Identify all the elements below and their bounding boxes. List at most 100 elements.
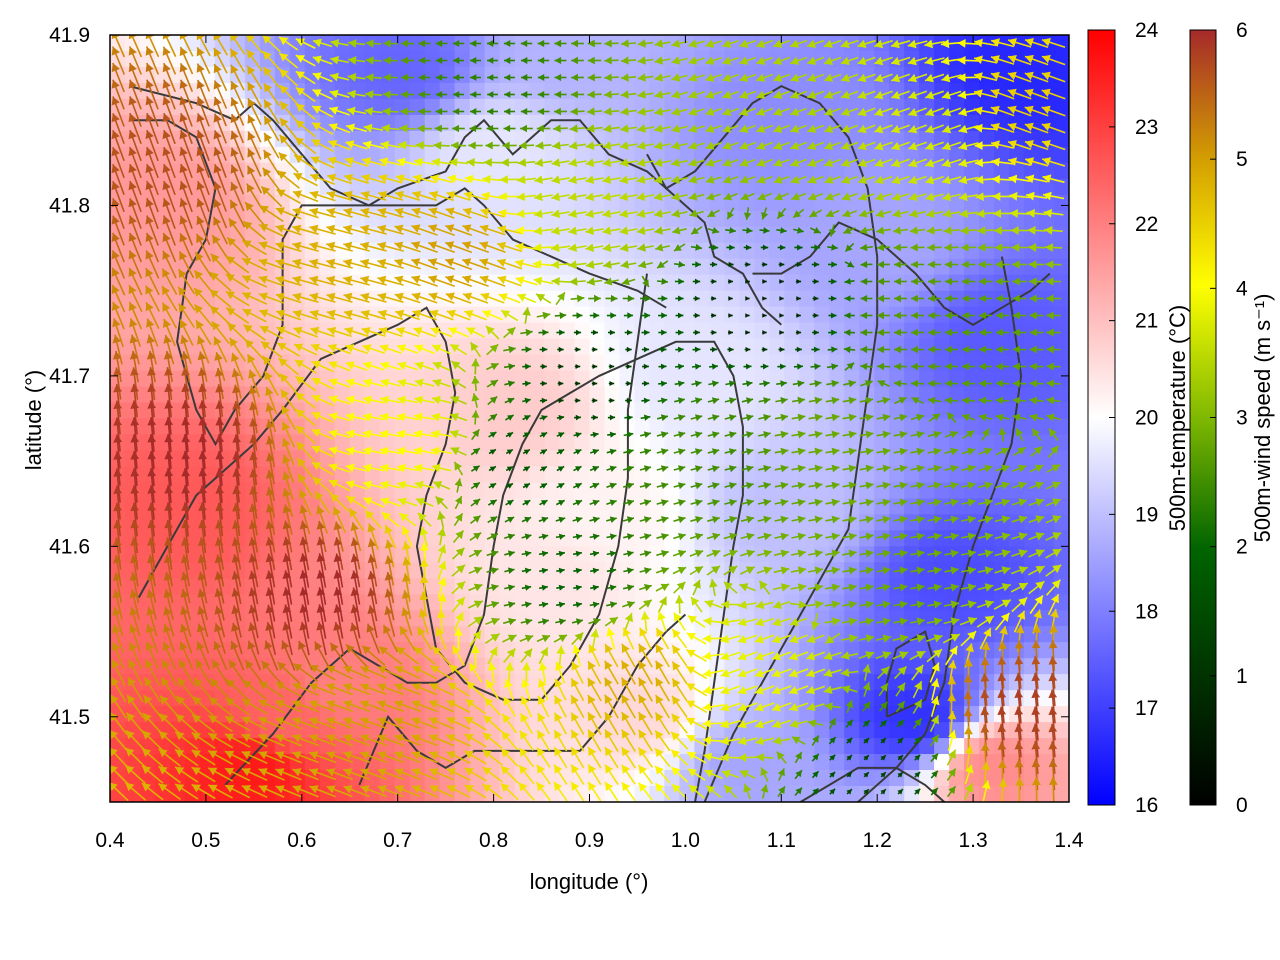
heatmap-cell	[1054, 370, 1069, 388]
heatmap-cell	[574, 610, 591, 627]
heatmap-cell	[874, 370, 890, 388]
heatmap-cell	[844, 418, 860, 436]
heatmap-cell	[1024, 242, 1040, 260]
heatmap-cell	[529, 706, 546, 723]
heatmap-cell	[649, 322, 666, 340]
heatmap-cell	[574, 82, 591, 100]
heatmap-cell	[754, 418, 770, 436]
heatmap-cell	[664, 258, 680, 276]
heatmap-cell	[439, 466, 456, 484]
heatmap-cell	[709, 450, 725, 468]
heatmap-cell	[499, 610, 516, 627]
heatmap-cell	[559, 482, 576, 499]
heatmap-cell	[724, 338, 740, 356]
heatmap-cell	[619, 338, 636, 356]
heatmap-cell	[424, 50, 441, 68]
heatmap-cell	[469, 450, 486, 468]
heatmap-cell	[454, 82, 471, 100]
heatmap-cell	[319, 418, 336, 436]
heatmap-cell	[769, 466, 785, 484]
heatmap-cell	[799, 754, 815, 771]
heatmap-cell	[664, 466, 680, 484]
heatmap-cell	[1009, 178, 1025, 196]
heatmap-cell	[544, 322, 561, 340]
heatmap-cell	[949, 130, 965, 148]
heatmap-cell	[484, 450, 501, 468]
heatmap-cell	[124, 258, 141, 276]
heatmap-cell	[634, 434, 651, 452]
heatmap-cell	[979, 354, 995, 372]
heatmap-cell	[799, 274, 815, 292]
heatmap-cell	[289, 226, 306, 244]
heatmap-cell	[589, 338, 606, 356]
heatmap-cell	[469, 178, 486, 196]
heatmap-cell	[799, 322, 815, 340]
heatmap-cell	[889, 114, 905, 132]
heatmap-cell	[934, 35, 950, 52]
heatmap-cell	[844, 786, 860, 802]
heatmap-cell	[724, 242, 740, 260]
heatmap-cell	[124, 434, 141, 452]
heatmap-cell	[649, 306, 666, 324]
heatmap-cell	[844, 738, 860, 755]
heatmap-cell	[709, 322, 725, 340]
heatmap-cell	[1054, 242, 1069, 260]
heatmap-cell	[754, 226, 770, 244]
heatmap-cell	[454, 162, 471, 180]
heatmap-cell	[169, 450, 186, 468]
heatmap-cell	[604, 514, 621, 531]
heatmap-cell	[574, 418, 591, 436]
heatmap-cell	[469, 194, 486, 212]
heatmap-cell	[469, 306, 486, 324]
heatmap-cell	[439, 418, 456, 436]
heatmap-cell	[574, 354, 591, 372]
heatmap-cell	[739, 146, 755, 164]
heatmap-cell	[874, 130, 890, 148]
heatmap-cell	[559, 530, 576, 547]
heatmap-cell	[664, 354, 680, 372]
heatmap-cell	[424, 98, 441, 116]
heatmap-cell	[664, 450, 680, 468]
heatmap-cell	[1039, 130, 1055, 148]
heatmap-cell	[889, 178, 905, 196]
heatmap-cell	[649, 466, 666, 484]
heatmap-cell	[484, 162, 501, 180]
heatmap-cell	[604, 450, 621, 468]
heatmap-cell	[964, 162, 980, 180]
heatmap-cell	[1054, 290, 1069, 308]
heatmap-cell	[784, 386, 800, 404]
heatmap-cell	[634, 146, 651, 164]
heatmap-cell	[799, 770, 815, 787]
heatmap-cell	[244, 226, 261, 244]
heatmap-cell	[859, 450, 875, 468]
heatmap-cell	[919, 466, 935, 484]
heatmap-cell	[634, 178, 651, 196]
heatmap-cell	[559, 82, 576, 100]
heatmap-cell	[514, 194, 531, 212]
heatmap-cell	[964, 98, 980, 116]
heatmap-cell	[424, 35, 441, 52]
heatmap-cell	[529, 50, 546, 68]
heatmap-cell	[1024, 450, 1040, 468]
heatmap-cell	[169, 482, 186, 499]
heatmap-cell	[634, 114, 651, 132]
heatmap-cell	[844, 434, 860, 452]
heatmap-cell	[529, 514, 546, 531]
heatmap-cell	[919, 530, 935, 547]
heatmap-cell	[574, 322, 591, 340]
heatmap-cell	[544, 306, 561, 324]
heatmap-cell	[769, 146, 785, 164]
heatmap-cell	[724, 322, 740, 340]
heatmap-cell	[454, 434, 471, 452]
heatmap-cell	[634, 530, 651, 547]
heatmap-cell	[814, 434, 830, 452]
heatmap-cell	[139, 66, 156, 84]
heatmap-cell	[694, 82, 710, 100]
heatmap-cell	[844, 162, 860, 180]
heatmap-cell	[169, 402, 186, 420]
heatmap-cell	[1024, 258, 1040, 276]
heatmap-cell	[799, 162, 815, 180]
heatmap-cell	[604, 274, 621, 292]
heatmap-cell	[499, 450, 516, 468]
heatmap-cell	[859, 434, 875, 452]
